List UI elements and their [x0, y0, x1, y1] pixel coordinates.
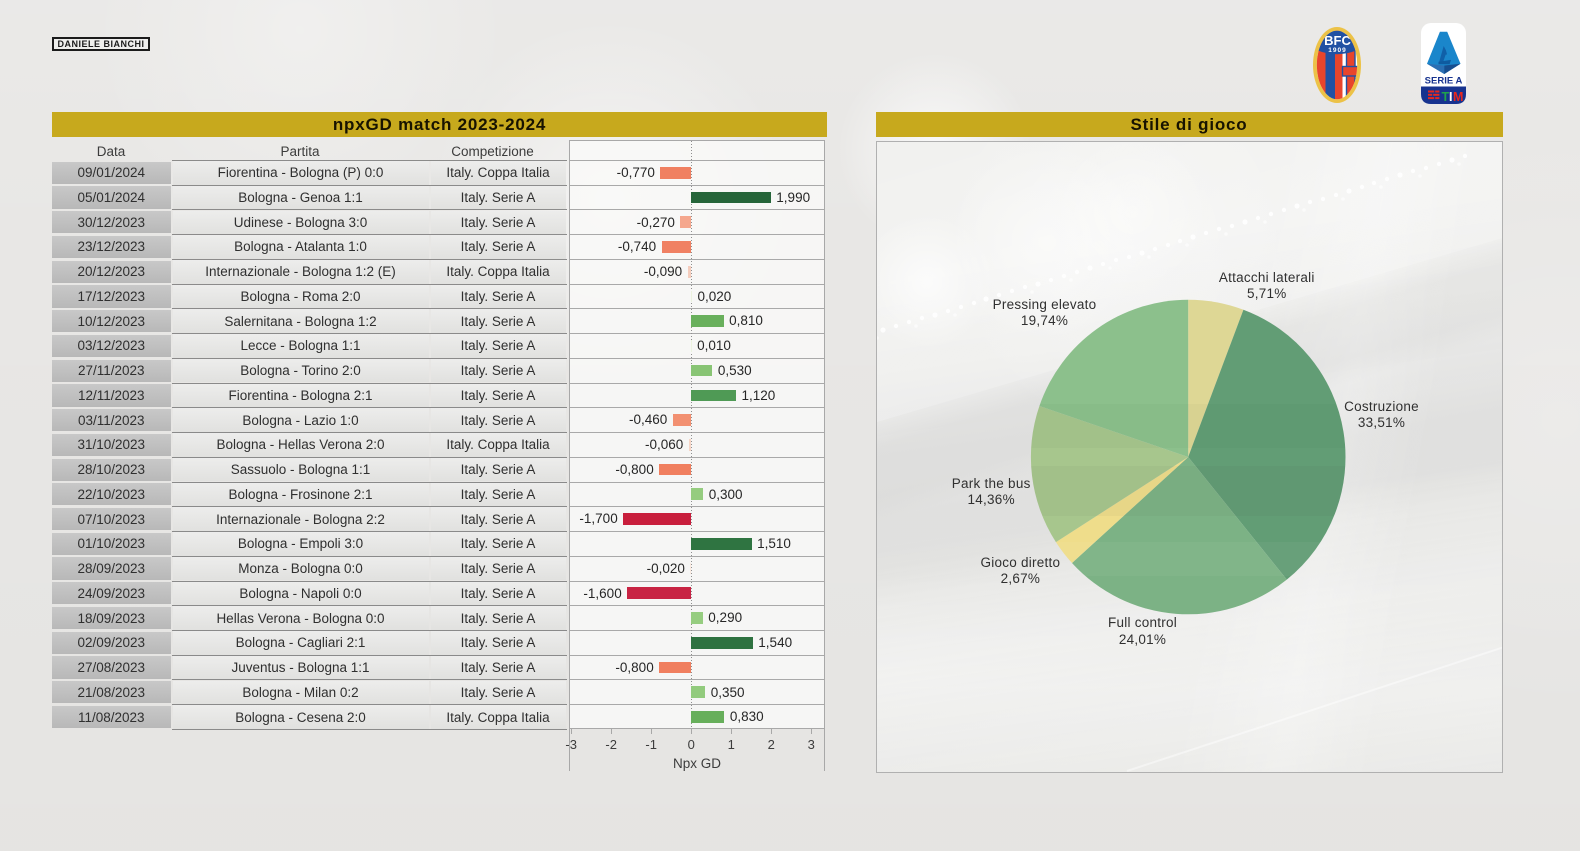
- svg-text:1909: 1909: [1328, 47, 1346, 54]
- svg-text:M: M: [1453, 90, 1463, 104]
- svg-text:SERIE A: SERIE A: [1424, 75, 1462, 86]
- svg-text:I: I: [1449, 90, 1452, 104]
- svg-text:T: T: [1441, 90, 1449, 104]
- svg-text:BFC: BFC: [1324, 33, 1351, 48]
